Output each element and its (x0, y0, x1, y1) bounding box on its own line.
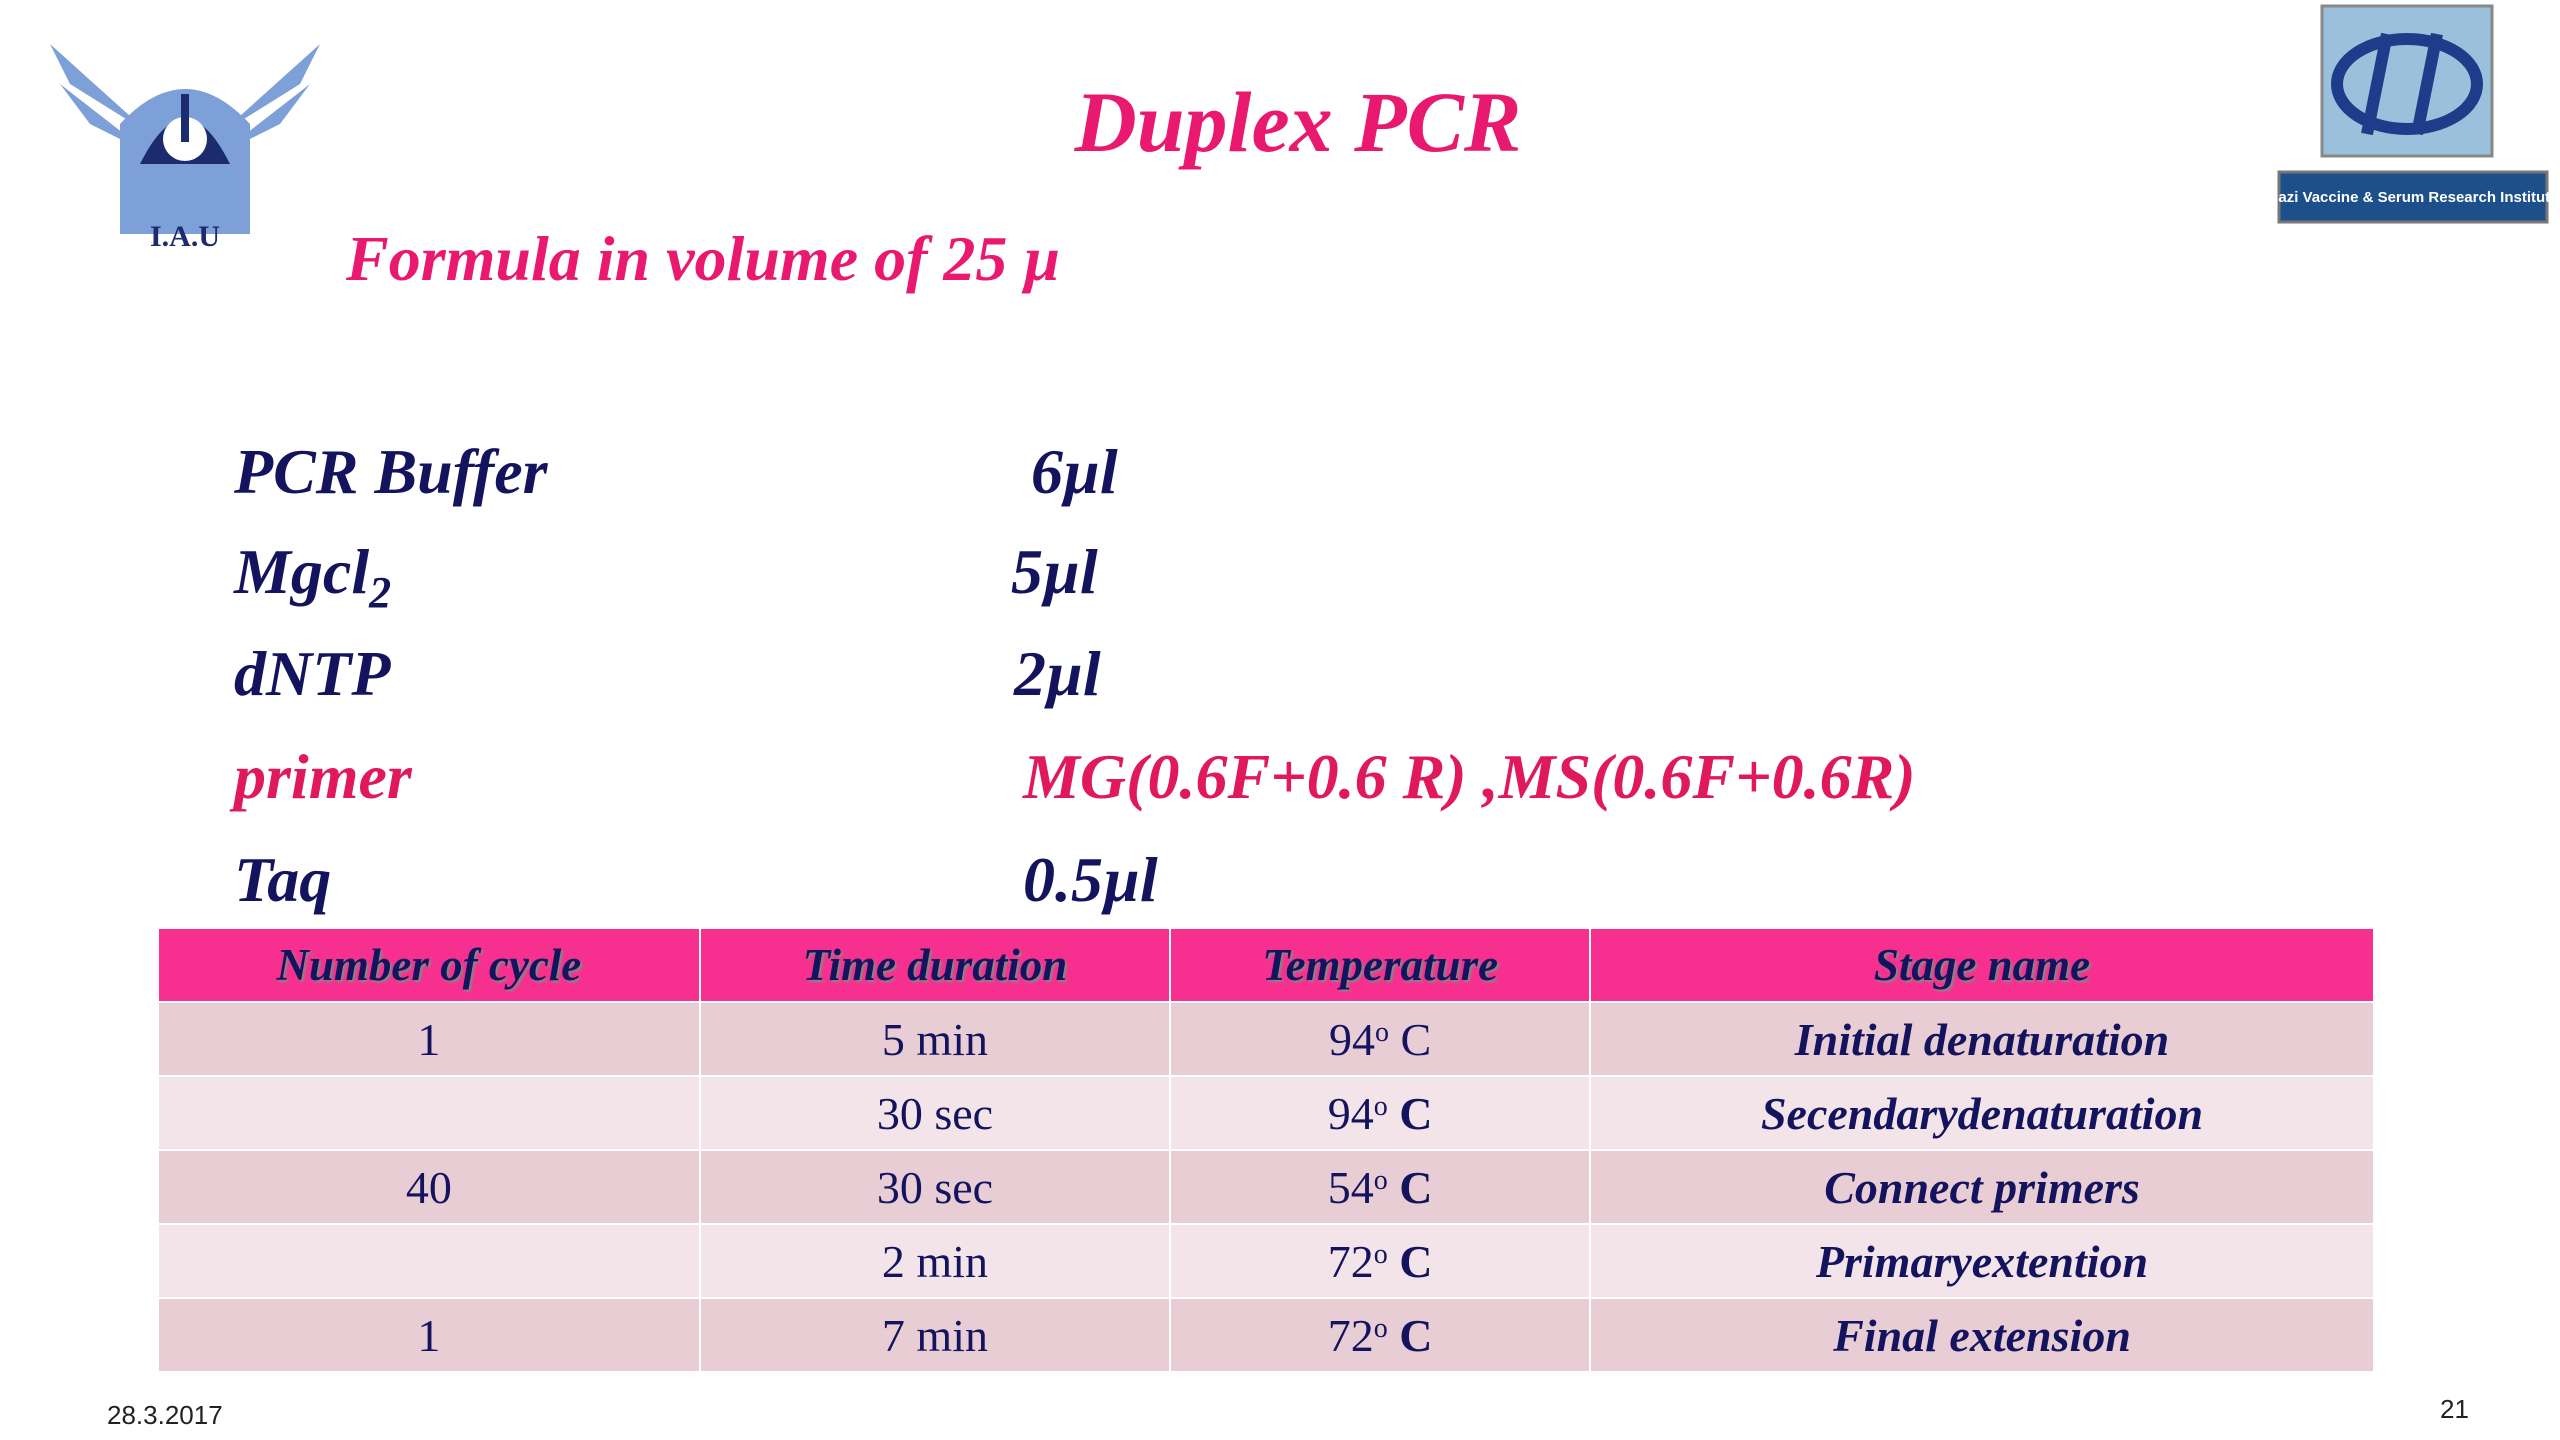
temp-value: 94 (1329, 1013, 1376, 1065)
subtitle: Formula in volume of 25 µ (346, 223, 1061, 294)
logo-text: I.A.U (150, 220, 220, 253)
date: 28.3.2017 (107, 1400, 223, 1430)
reagent-name-text: dNTP (234, 638, 391, 709)
razi-logo: Razi Vaccine & Serum Research Institute (2277, 4, 2549, 224)
reagent-name: dNTP (234, 642, 390, 706)
cell-stage: Primaryextention (1589, 1223, 2375, 1299)
table-row: 40 30 sec 54o C Connect primers (157, 1149, 2375, 1225)
page-number: 21 (2440, 1394, 2469, 1424)
temp-unit: C (1399, 1161, 1433, 1213)
temp-degree: o (1373, 1312, 1388, 1344)
table-row: 30 sec 94o C Secendarydenaturation (157, 1075, 2375, 1151)
table-row: 2 min 72o C Primaryextention (157, 1223, 2375, 1299)
reagent-name: PCR Buffer (234, 440, 548, 504)
cell-time: 5 min (698, 1001, 1172, 1077)
cell-stage: Initial denaturation (1589, 1001, 2375, 1077)
cell-temperature: 72o C (1169, 1223, 1592, 1299)
temp-value: 94 (1327, 1087, 1374, 1139)
logo-text: Razi Vaccine & Serum Research Institute (2277, 189, 2549, 206)
temp-degree: o (1373, 1164, 1388, 1196)
temp-value: 54 (1327, 1161, 1374, 1213)
cell-cycles (157, 1223, 701, 1299)
reagent-amount: 0.5µl (1023, 844, 1158, 915)
cell-stage: Connect primers (1589, 1149, 2375, 1225)
column-header: Temperature (1169, 927, 1592, 1003)
reagent-name: Mgcl2 (234, 540, 391, 615)
reagent-name-text: primer (234, 741, 412, 812)
column-header: Stage name (1589, 927, 2375, 1003)
title: Duplex PCR (1074, 74, 1522, 170)
cell-time: 7 min (698, 1297, 1172, 1373)
cell-time: 2 min (698, 1223, 1172, 1299)
reagent-amount: MG(0.6F+0.6 R) ,MS(0.6F+0.6R) (1023, 741, 1916, 812)
temp-unit: C (1399, 1309, 1433, 1361)
cell-temperature: 54o C (1169, 1149, 1592, 1225)
cell-time: 30 sec (698, 1149, 1172, 1225)
temp-degree: o (1375, 1016, 1390, 1048)
temp-unit: C (1399, 1087, 1433, 1139)
temp-degree: o (1373, 1090, 1388, 1122)
temp-unit: C (1399, 1235, 1433, 1287)
temp-value: 72 (1327, 1235, 1374, 1287)
temp-degree: o (1373, 1238, 1388, 1270)
cell-time: 30 sec (698, 1075, 1172, 1151)
cell-temperature: 94o C (1169, 1075, 1592, 1151)
cell-cycles: 40 (157, 1149, 701, 1225)
reagent-amount: 6µl (1031, 436, 1118, 507)
reagent-name-text: PCR Buffer (234, 436, 548, 507)
reagent-amount: 5µl (1011, 536, 1098, 607)
reagent-name-text: Mgcl (234, 536, 370, 607)
cell-cycles: 1 (157, 1297, 701, 1373)
cell-temperature: 94o C (1169, 1001, 1592, 1077)
reagent-name: Taq (234, 848, 331, 912)
cell-cycles: 1 (157, 1001, 701, 1077)
reagent-amount: 2µl (1014, 638, 1101, 709)
cell-temperature: 72o C (1169, 1297, 1592, 1373)
cell-stage: Secendarydenaturation (1589, 1075, 2375, 1151)
temp-value: 72 (1327, 1309, 1374, 1361)
cell-cycles (157, 1075, 701, 1151)
subscript: 2 (369, 568, 392, 617)
column-header: Number of cycle (157, 927, 701, 1003)
column-header: Time duration (698, 927, 1172, 1003)
cycle-table: Number of cycle Time duration Temperature S… (157, 927, 2375, 1373)
iau-logo: I.A.U (50, 24, 320, 253)
reagent-name: primer (234, 745, 412, 809)
reagent-name-text: Taq (234, 844, 332, 915)
cell-stage: Final extension (1589, 1297, 2375, 1373)
temp-unit: C (1400, 1013, 1432, 1065)
